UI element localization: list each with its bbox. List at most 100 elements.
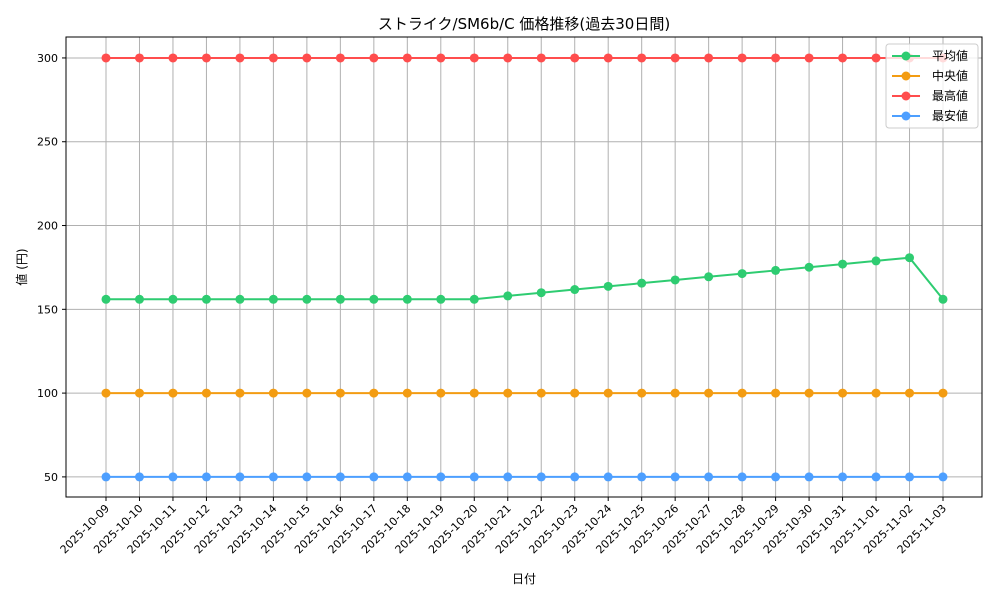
data-point [335, 472, 345, 482]
data-point [335, 388, 345, 398]
data-point [905, 253, 915, 263]
data-point [302, 472, 312, 482]
data-point [168, 388, 178, 398]
data-point [469, 472, 479, 482]
data-point [268, 388, 278, 398]
data-point [637, 53, 647, 63]
data-point [201, 388, 211, 398]
legend-box [885, 43, 979, 129]
data-point [704, 272, 714, 282]
data-point [570, 53, 580, 63]
data-point [737, 53, 747, 63]
series-line [106, 256, 944, 301]
legend-marker [901, 111, 911, 121]
data-point [905, 472, 915, 482]
data-point [637, 278, 647, 288]
legend-marker [901, 71, 911, 81]
data-point [402, 294, 412, 304]
data-point [503, 388, 513, 398]
y-tick-label: 50 [44, 471, 58, 484]
data-point [871, 472, 881, 482]
data-point [938, 294, 948, 304]
data-point [603, 388, 613, 398]
data-point [838, 259, 848, 269]
data-point [335, 294, 345, 304]
data-point [235, 53, 245, 63]
data-point [804, 53, 814, 63]
data-point [302, 294, 312, 304]
legend-marker [901, 51, 911, 61]
data-point [101, 294, 111, 304]
data-point [168, 294, 178, 304]
y-tick-label: 250 [37, 136, 58, 149]
data-point [469, 388, 479, 398]
data-point [670, 472, 680, 482]
data-point [771, 388, 781, 398]
data-point [737, 269, 747, 279]
data-point [871, 256, 881, 266]
data-point [469, 53, 479, 63]
data-point [938, 472, 948, 482]
data-point [503, 472, 513, 482]
data-point [101, 472, 111, 482]
data-point [670, 275, 680, 285]
data-point [603, 472, 613, 482]
data-point [737, 388, 747, 398]
data-point [804, 262, 814, 272]
data-point [201, 53, 211, 63]
data-point [101, 388, 111, 398]
data-point [134, 294, 144, 304]
y-tick-label: 200 [37, 220, 58, 233]
data-point [771, 265, 781, 275]
data-point [570, 472, 580, 482]
data-point [436, 388, 446, 398]
x-axis-label: 日付 [512, 572, 536, 586]
data-point [871, 53, 881, 63]
data-point [838, 472, 848, 482]
data-point [771, 53, 781, 63]
data-point [268, 294, 278, 304]
data-point [704, 53, 714, 63]
data-point [201, 294, 211, 304]
data-point [670, 388, 680, 398]
data-point [838, 388, 848, 398]
data-point [838, 53, 848, 63]
data-point [536, 388, 546, 398]
series-中央値 [101, 388, 948, 398]
data-point [302, 53, 312, 63]
legend-label: 最高値 [932, 88, 968, 103]
data-point [704, 388, 714, 398]
data-point [771, 472, 781, 482]
data-point [436, 294, 446, 304]
data-point [570, 285, 580, 295]
legend-label: 中央値 [932, 68, 968, 83]
data-point [402, 53, 412, 63]
legend-label: 平均値 [932, 48, 968, 63]
y-tick-label: 300 [37, 52, 58, 65]
data-point [335, 53, 345, 63]
data-point [402, 388, 412, 398]
plot-frame [65, 36, 983, 498]
data-point [603, 53, 613, 63]
data-point [871, 388, 881, 398]
data-point [235, 294, 245, 304]
data-point [369, 294, 379, 304]
data-point [134, 388, 144, 398]
y-axis-label: 値 (円) [14, 248, 29, 285]
data-point [536, 53, 546, 63]
data-point [436, 53, 446, 63]
data-point [503, 291, 513, 301]
data-point [268, 53, 278, 63]
chart-title: ストライク/SM6b/C 価格推移(過去30日間) [378, 15, 670, 33]
data-point [268, 472, 278, 482]
data-point [369, 388, 379, 398]
legend-marker [901, 91, 911, 101]
series-最高値 [101, 53, 948, 63]
y-tick-label: 150 [37, 303, 58, 316]
data-point [536, 472, 546, 482]
legend-label: 最安値 [932, 108, 968, 123]
data-point [302, 388, 312, 398]
data-point [235, 472, 245, 482]
